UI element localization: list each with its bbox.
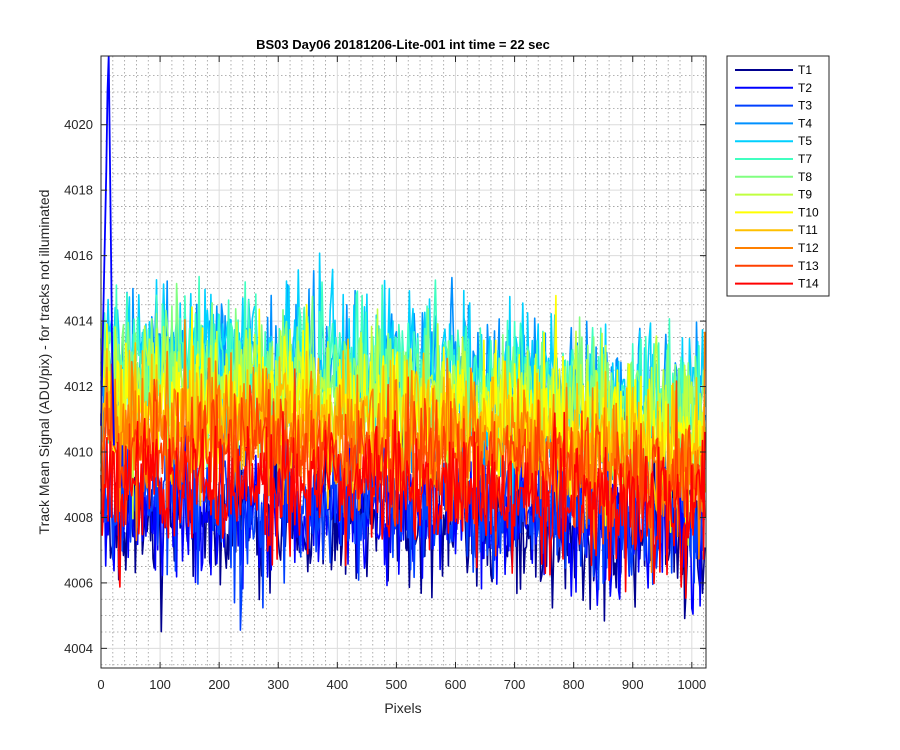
legend-label-t8: T8	[798, 170, 812, 184]
y-tick-labels: 4004 4006 4008 4010 4012 4014 4016 4018 4020	[64, 117, 93, 656]
y-tick-label: 4008	[64, 510, 93, 525]
x-tick-label: 700	[504, 677, 526, 692]
x-tick-labels: 0 100 200 300 400 500 600 700 800 900 1000	[97, 677, 706, 692]
x-tick-label: 500	[386, 677, 408, 692]
legend-label-t10: T10	[798, 205, 819, 219]
axis-ticks	[100, 56, 706, 668]
series-spike	[100, 55, 115, 446]
y-tick-label: 4012	[64, 379, 93, 394]
y-tick-label: 4016	[64, 248, 93, 263]
plot-border	[100, 55, 707, 669]
y-tick-label: 4006	[64, 575, 93, 590]
x-tick-label: 1000	[677, 677, 706, 692]
x-tick-label: 300	[267, 677, 289, 692]
x-tick-label: 800	[563, 677, 585, 692]
legend: T1 T2 T3 T4 T5 T7 T8 T9 T10 T11 T12 T13 T14	[726, 55, 830, 297]
y-tick-label: 4004	[64, 641, 93, 656]
x-tick-label: 400	[326, 677, 348, 692]
legend-label-t11: T11	[798, 223, 818, 237]
legend-label-t5: T5	[798, 134, 812, 148]
legend-label-t3: T3	[798, 99, 812, 113]
x-tick-label: 0	[97, 677, 104, 692]
legend-label-t4: T4	[798, 116, 812, 130]
y-tick-label: 4018	[64, 183, 93, 198]
legend-label-t14: T14	[798, 277, 819, 291]
legend-label-t12: T12	[798, 241, 819, 255]
series-line-t12	[100, 319, 706, 574]
x-tick-label: 600	[445, 677, 467, 692]
legend-label-t2: T2	[798, 81, 812, 95]
x-tick-label: 200	[208, 677, 230, 692]
series-line-t14	[100, 410, 706, 599]
y-tick-label: 4020	[64, 117, 93, 132]
plot-area	[100, 55, 707, 669]
y-axis-label: Track Mean Signal (ADU/pix) - for tracks…	[36, 190, 52, 535]
chart-title: BS03 Day06 20181206-Lite-001 int time = …	[256, 37, 550, 52]
x-axis-label: Pixels	[384, 700, 421, 716]
x-tick-label: 100	[149, 677, 171, 692]
legend-label-t1: T1	[798, 63, 812, 77]
x-tick-label: 900	[622, 677, 644, 692]
y-tick-label: 4010	[64, 445, 93, 460]
legend-label-t9: T9	[798, 188, 812, 202]
y-tick-label: 4014	[64, 314, 93, 329]
legend-label-t7: T7	[798, 152, 812, 166]
legend-label-t13: T13	[798, 259, 819, 273]
series-layer	[100, 55, 706, 633]
